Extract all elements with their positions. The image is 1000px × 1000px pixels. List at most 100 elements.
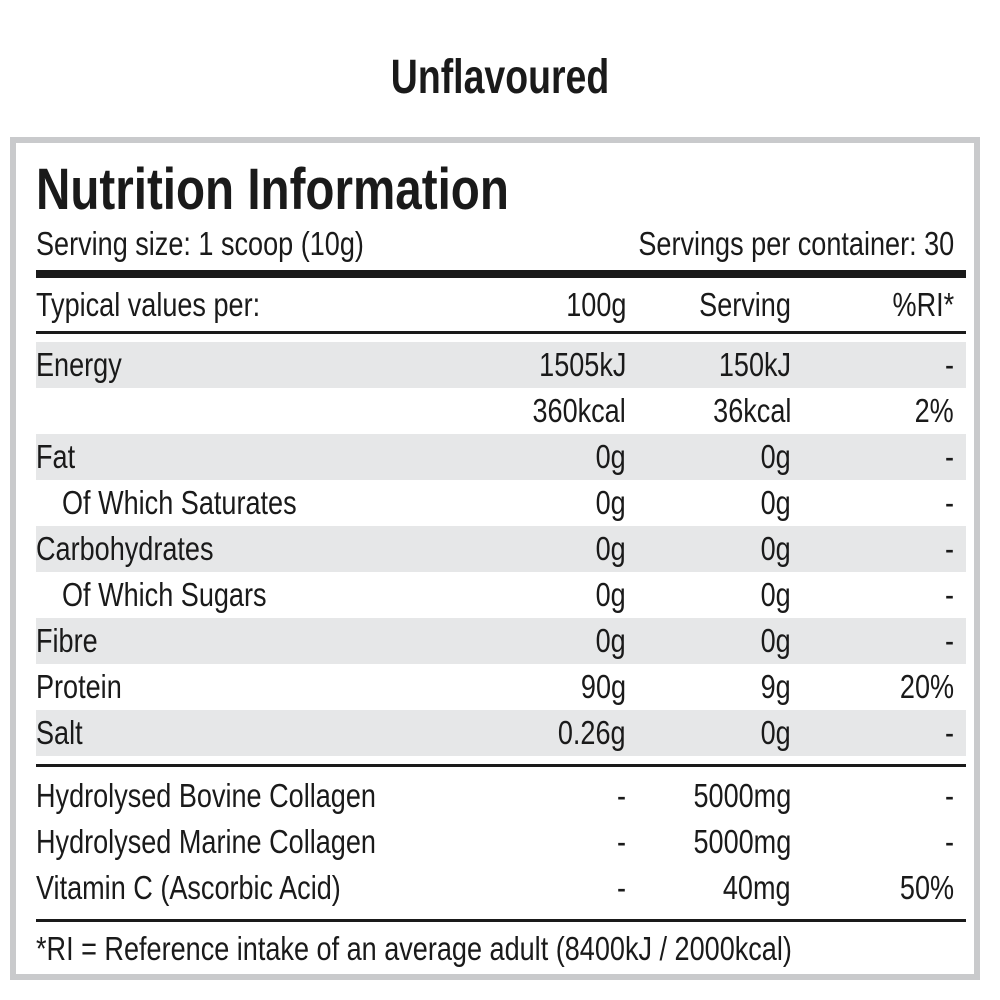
row-serving-text: 0g bbox=[760, 714, 791, 751]
row-label-text: Of Which Saturates bbox=[62, 484, 297, 521]
columns-rule bbox=[36, 331, 966, 334]
servings-per-container: Servings per container: 30 bbox=[569, 222, 954, 266]
row-ri-text: - bbox=[944, 530, 954, 567]
row-ri: 2% bbox=[906, 388, 954, 434]
row-per100: 0g bbox=[589, 480, 626, 526]
row-per100-text: - bbox=[616, 869, 626, 906]
row-per100-text: 0g bbox=[595, 484, 626, 521]
row-per100-text: 90g bbox=[580, 668, 626, 705]
row-ri-text: - bbox=[944, 438, 954, 475]
row-label-text: Fat bbox=[36, 438, 76, 475]
table-row: Carbohydrates 0g 0g - bbox=[36, 526, 966, 572]
row-serving: 0g bbox=[754, 710, 791, 756]
row-serving: 0g bbox=[754, 572, 791, 618]
row-serving: 36kcal bbox=[696, 388, 791, 434]
row-label: Energy bbox=[36, 342, 141, 388]
row-label-text: Fibre bbox=[36, 622, 98, 659]
row-ri-text: 2% bbox=[914, 392, 954, 429]
row-label: Protein bbox=[36, 664, 141, 710]
nutrition-title-text: Nutrition Information bbox=[36, 157, 509, 222]
header-ri-text: %RI* bbox=[892, 286, 954, 323]
row-serving-text: 0g bbox=[760, 576, 791, 613]
row-label-text: Hydrolysed Bovine Collagen bbox=[36, 777, 376, 814]
flavour-heading: Unflavoured bbox=[390, 51, 610, 104]
row-label-text: Energy bbox=[36, 346, 122, 383]
row-label: Fibre bbox=[36, 618, 111, 664]
row-ri: - bbox=[943, 572, 954, 618]
row-per100-text: 0g bbox=[595, 576, 626, 613]
row-ri-text: - bbox=[944, 622, 954, 659]
footnote-text: *RI = Reference intake of an average adu… bbox=[36, 930, 792, 967]
row-serving: 0g bbox=[754, 434, 791, 480]
row-per100: 0g bbox=[589, 572, 626, 618]
row-serving-text: 0g bbox=[760, 530, 791, 567]
table-row: 360kcal 36kcal 2% bbox=[36, 388, 966, 434]
header-label: Typical values per: bbox=[36, 282, 309, 328]
header-rule bbox=[36, 270, 966, 278]
table-row: Of Which Sugars 0g 0g - bbox=[36, 572, 966, 618]
row-serving-text: 9g bbox=[760, 668, 791, 705]
table-row: Energy 1505kJ 150kJ - bbox=[36, 342, 966, 388]
row-ri-text: - bbox=[944, 777, 954, 814]
row-label-text: Salt bbox=[36, 714, 83, 751]
footnote: *RI = Reference intake of an average adu… bbox=[36, 926, 958, 972]
row-per100-text: - bbox=[616, 823, 626, 860]
row-serving: 150kJ bbox=[703, 342, 791, 388]
row-label: Salt bbox=[36, 710, 93, 756]
row-ri: - bbox=[943, 773, 954, 819]
row-ri: - bbox=[943, 342, 954, 388]
table-row: Fibre 0g 0g - bbox=[36, 618, 966, 664]
row-label-text: Hydrolysed Marine Collagen bbox=[36, 823, 376, 860]
row-per100: - bbox=[615, 865, 626, 911]
table-row: Hydrolysed Marine Collagen - 5000mg - bbox=[36, 819, 966, 865]
row-per100-text: 360kcal bbox=[532, 392, 626, 429]
row-per100: 0g bbox=[589, 434, 626, 480]
row-per100-text: 0g bbox=[595, 438, 626, 475]
row-serving: 0g bbox=[754, 480, 791, 526]
row-serving-text: 36kcal bbox=[712, 392, 791, 429]
row-ri: - bbox=[943, 480, 954, 526]
serving-size: Serving size: 1 scoop (10g) bbox=[36, 222, 436, 266]
row-serving: 9g bbox=[754, 664, 791, 710]
row-per100: 0g bbox=[589, 526, 626, 572]
serving-size-text: Serving size: 1 scoop (10g) bbox=[36, 225, 364, 262]
header-ri: %RI* bbox=[879, 282, 954, 328]
row-serving-text: 150kJ bbox=[718, 346, 791, 383]
row-label: Carbohydrates bbox=[36, 526, 252, 572]
row-label: Vitamin C (Ascorbic Acid) bbox=[36, 865, 408, 911]
row-serving-text: 5000mg bbox=[693, 823, 791, 860]
row-ri: 50% bbox=[888, 865, 954, 911]
table-row: Hydrolysed Bovine Collagen - 5000mg - bbox=[36, 773, 966, 819]
row-per100-text: 1505kJ bbox=[538, 346, 626, 383]
header-per100: 100g bbox=[553, 282, 626, 328]
table-row: Of Which Saturates 0g 0g - bbox=[36, 480, 966, 526]
row-serving-text: 5000mg bbox=[693, 777, 791, 814]
row-label-text: Of Which Sugars bbox=[62, 576, 267, 613]
row-ri: 20% bbox=[888, 664, 954, 710]
row-serving: 5000mg bbox=[672, 819, 791, 865]
row-serving: 0g bbox=[754, 618, 791, 664]
row-label-text: Protein bbox=[36, 668, 122, 705]
row-ri-text: - bbox=[944, 823, 954, 860]
row-label: Hydrolysed Bovine Collagen bbox=[36, 773, 451, 819]
row-ri-text: - bbox=[944, 484, 954, 521]
row-per100-text: 0g bbox=[595, 530, 626, 567]
section-rule bbox=[36, 764, 966, 767]
row-label-text: Carbohydrates bbox=[36, 530, 214, 567]
row-ri: - bbox=[943, 618, 954, 664]
table-row: Vitamin C (Ascorbic Acid) - 40mg 50% bbox=[36, 865, 966, 911]
row-label: Of Which Saturates bbox=[62, 480, 348, 526]
row-serving: 40mg bbox=[708, 865, 791, 911]
row-label: Fat bbox=[36, 434, 84, 480]
row-per100-text: - bbox=[616, 777, 626, 814]
row-serving: 0g bbox=[754, 526, 791, 572]
row-ri-text: - bbox=[944, 714, 954, 751]
row-ri-text: - bbox=[944, 576, 954, 613]
header-serving-text: Serving bbox=[699, 286, 791, 323]
row-serving-text: 0g bbox=[760, 438, 791, 475]
row-label-text: Vitamin C (Ascorbic Acid) bbox=[36, 869, 341, 906]
servings-per-container-text: Servings per container: 30 bbox=[638, 225, 954, 262]
row-serving: 5000mg bbox=[672, 773, 791, 819]
row-ri: - bbox=[943, 526, 954, 572]
row-label: Of Which Sugars bbox=[62, 572, 311, 618]
